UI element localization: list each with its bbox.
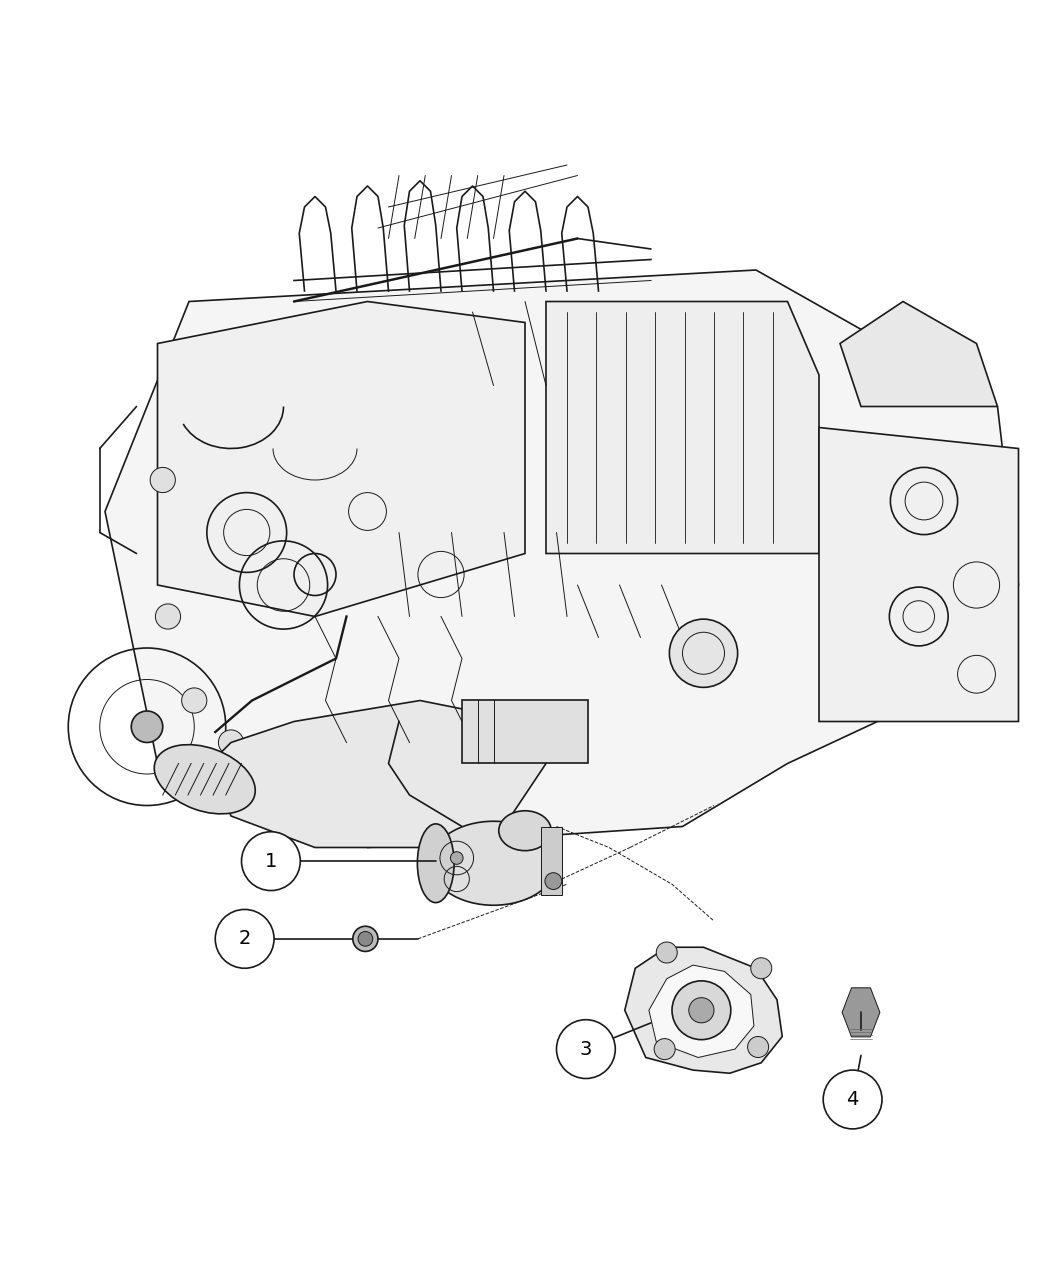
Circle shape [654,1039,675,1060]
Text: 2: 2 [238,929,251,949]
Polygon shape [210,700,546,848]
Circle shape [689,997,714,1023]
Circle shape [556,1020,615,1079]
Text: 4: 4 [846,1090,859,1109]
Ellipse shape [154,745,255,813]
Polygon shape [842,988,880,1037]
Ellipse shape [499,811,551,850]
Circle shape [823,1070,882,1128]
Text: 1: 1 [265,852,277,871]
Polygon shape [105,270,1018,848]
Circle shape [155,604,181,629]
Polygon shape [840,301,997,407]
Circle shape [131,711,163,742]
Polygon shape [819,427,1018,722]
Circle shape [353,926,378,951]
Circle shape [182,688,207,713]
Circle shape [150,468,175,492]
Polygon shape [462,700,588,764]
Circle shape [215,909,274,968]
Polygon shape [158,301,525,617]
Ellipse shape [670,620,737,687]
Ellipse shape [430,821,556,905]
Polygon shape [649,965,754,1057]
Circle shape [545,872,562,890]
Circle shape [748,1037,769,1057]
Circle shape [656,942,677,963]
Circle shape [450,852,463,864]
Circle shape [218,729,244,755]
Circle shape [751,958,772,979]
Polygon shape [546,301,819,553]
Polygon shape [541,826,562,895]
Polygon shape [625,947,782,1074]
Text: 3: 3 [580,1039,592,1058]
Circle shape [358,932,373,946]
Circle shape [242,831,300,890]
Circle shape [672,980,731,1039]
Ellipse shape [418,824,454,903]
